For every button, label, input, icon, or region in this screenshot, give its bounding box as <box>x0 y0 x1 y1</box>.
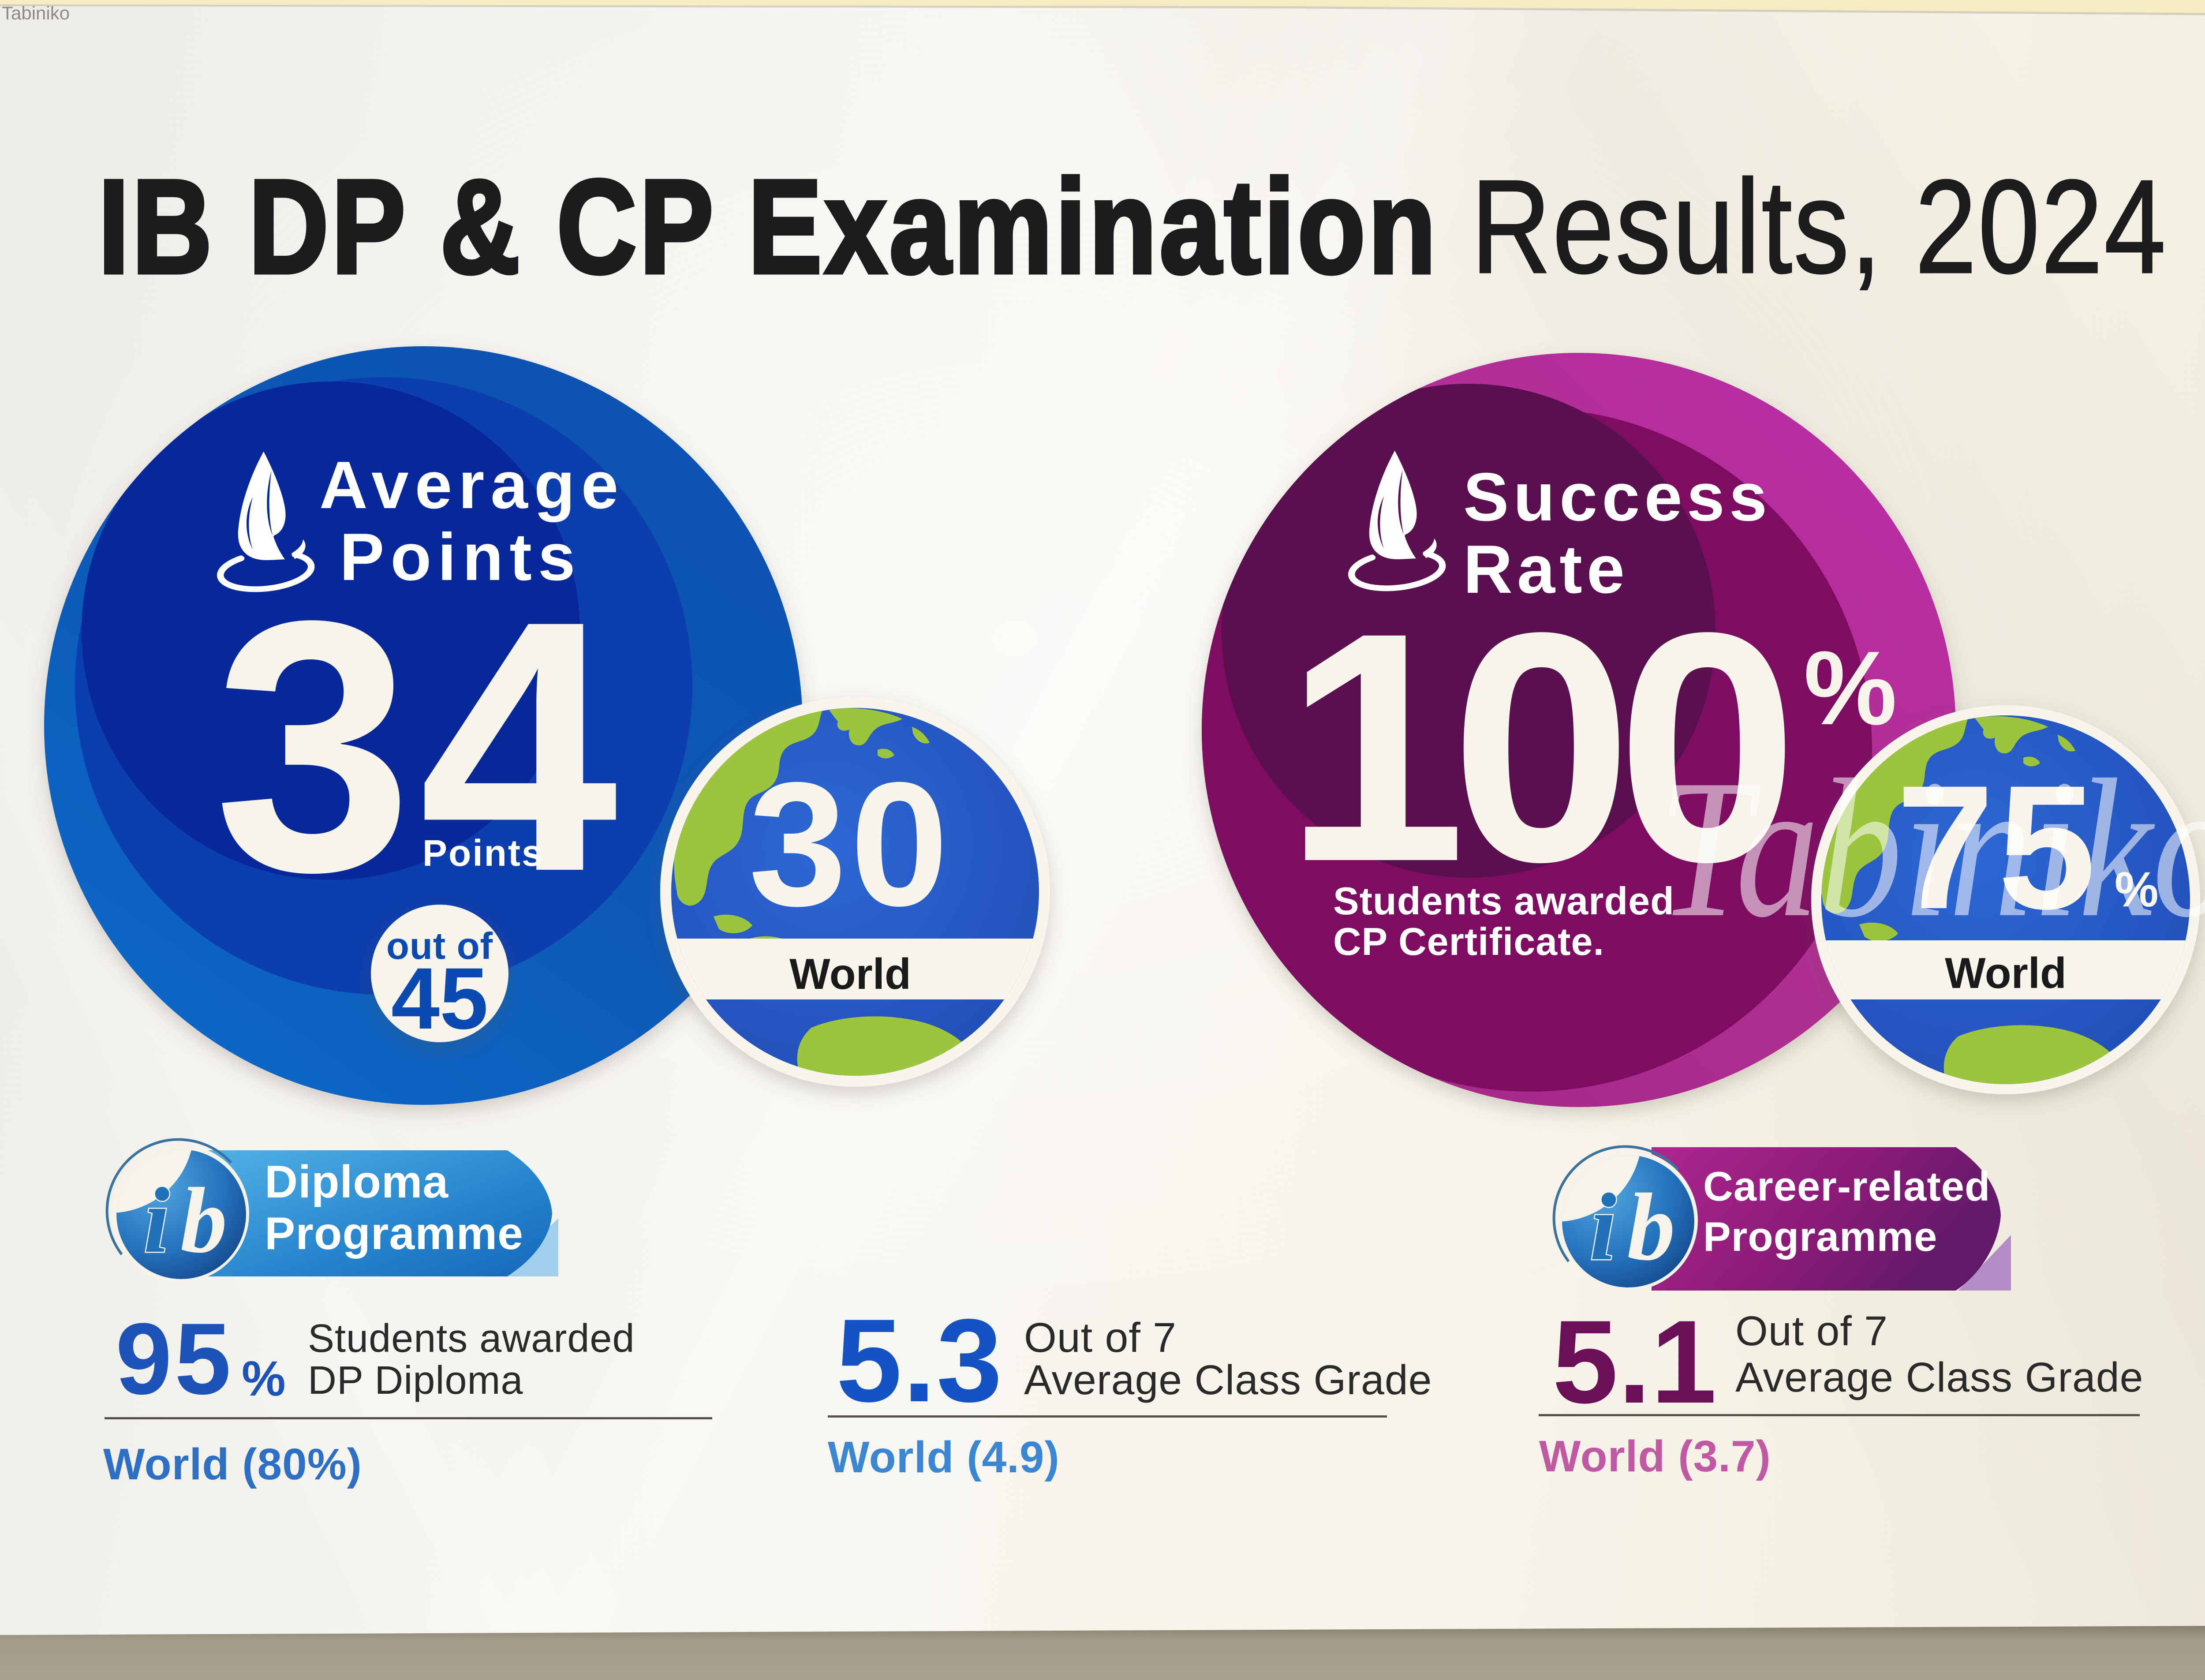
svg-text:95: 95 <box>116 1302 234 1415</box>
svg-text:World (80%): World (80%) <box>103 1440 362 1489</box>
svg-text:Points: Points <box>422 832 544 874</box>
svg-text:b: b <box>1627 1174 1675 1280</box>
svg-text:Diploma: Diploma <box>265 1156 448 1208</box>
svg-text:Career-related: Career-related <box>1703 1163 1990 1209</box>
svg-text:World: World <box>1945 949 2067 997</box>
svg-text:World (3.7): World (3.7) <box>1539 1432 1771 1481</box>
svg-text:45: 45 <box>391 950 488 1047</box>
svg-text:out of: out of <box>386 925 493 967</box>
svg-text:Tabiniko: Tabiniko <box>1658 739 2205 958</box>
svg-text:Rate: Rate <box>1463 531 1629 607</box>
svg-text:Students awarded: Students awarded <box>308 1317 635 1361</box>
svg-text:100: 100 <box>1285 565 1785 929</box>
svg-text:%: % <box>242 1351 286 1406</box>
svg-text:75: 75 <box>1896 748 2100 946</box>
svg-text:Programme: Programme <box>1703 1213 1937 1260</box>
svg-text:5.3: 5.3 <box>836 1294 1003 1426</box>
svg-text:i: i <box>144 1168 170 1272</box>
svg-text:DP Diploma: DP Diploma <box>308 1358 523 1403</box>
svg-text:b: b <box>180 1168 227 1272</box>
svg-text:CP Certificate.: CP Certificate. <box>1333 920 1604 963</box>
svg-text:Average Class Grade: Average Class Grade <box>1024 1357 1432 1403</box>
svg-text:World: World <box>789 950 911 998</box>
svg-text:Out of 7: Out of 7 <box>1024 1314 1177 1361</box>
svg-text:5.1: 5.1 <box>1552 1295 1717 1428</box>
svg-text:i: i <box>1590 1174 1617 1280</box>
svg-text:%: % <box>2115 862 2159 917</box>
svg-text:30: 30 <box>749 745 952 943</box>
svg-text:Average Class Grade: Average Class Grade <box>1735 1354 2144 1401</box>
svg-text:Out of 7: Out of 7 <box>1735 1308 1888 1354</box>
svg-text:Students awarded: Students awarded <box>1333 879 1674 923</box>
svg-text:Points: Points <box>340 520 581 595</box>
svg-text:Average: Average <box>319 448 624 523</box>
svg-text:Programme: Programme <box>265 1208 523 1259</box>
svg-text:World (4.9): World (4.9) <box>828 1433 1060 1482</box>
svg-text:34: 34 <box>214 546 624 946</box>
svg-text:Success: Success <box>1463 459 1771 535</box>
svg-text:%: % <box>1804 630 1897 747</box>
